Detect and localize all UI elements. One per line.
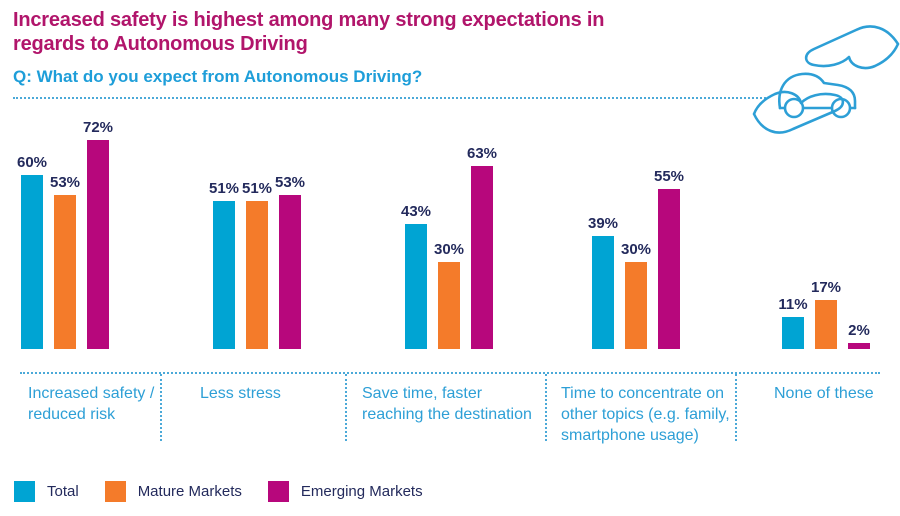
bar-with-label: 39% bbox=[588, 109, 618, 349]
bar-with-label: 30% bbox=[621, 109, 651, 349]
chart-column: 51% 51% 53% bbox=[160, 109, 345, 349]
bar-with-label: 30% bbox=[434, 109, 464, 349]
bar-value-label: 72% bbox=[82, 119, 114, 136]
bar-mature-markets bbox=[625, 262, 647, 349]
legend-label: Mature Markets bbox=[137, 483, 242, 500]
bar-value-label: 55% bbox=[653, 168, 685, 185]
bar-group: 51% 51% 53% bbox=[209, 109, 305, 349]
bar-value-label: 63% bbox=[466, 145, 498, 162]
category-label: Save time, faster reaching the destinati… bbox=[362, 385, 532, 423]
legend-item: Emerging Markets bbox=[267, 481, 423, 502]
chart-column: 43% 30% 63% bbox=[345, 109, 545, 349]
bar-emerging-markets bbox=[87, 140, 109, 349]
question-subtitle: Q: What do you expect from Autonomous Dr… bbox=[13, 67, 423, 86]
bar-total bbox=[21, 175, 43, 349]
bar-with-label: 53% bbox=[275, 109, 305, 349]
bar-emerging-markets bbox=[471, 166, 493, 349]
bar-with-label: 51% bbox=[209, 109, 239, 349]
category-cell: Less stress bbox=[160, 374, 345, 441]
legend-swatch bbox=[14, 481, 35, 502]
bar-with-label: 11% bbox=[778, 109, 808, 349]
category-label: Increased safety / reduced risk bbox=[28, 385, 155, 423]
category-label: None of these bbox=[774, 385, 874, 402]
legend-label: Emerging Markets bbox=[300, 483, 423, 500]
bar-total bbox=[592, 236, 614, 349]
bar-value-label: 2% bbox=[848, 322, 870, 339]
hands-protecting-car-icon bbox=[752, 25, 900, 134]
legend-swatch bbox=[267, 481, 289, 502]
page-title: Increased safety is highest among many s… bbox=[13, 9, 605, 55]
bar-value-label: 53% bbox=[274, 174, 306, 191]
bar-with-label: 17% bbox=[811, 109, 841, 349]
bar-value-label: 11% bbox=[778, 296, 808, 313]
category-cell: Save time, faster reaching the destinati… bbox=[345, 374, 545, 441]
header: Increased safety is highest among many s… bbox=[0, 0, 900, 134]
bar-value-label: 53% bbox=[49, 174, 81, 191]
bar-total bbox=[782, 317, 804, 349]
bar-with-label: 43% bbox=[401, 109, 431, 349]
bar-group: 60% 53% 72% bbox=[17, 109, 113, 349]
bar-value-label: 60% bbox=[16, 154, 48, 171]
category-label: Less stress bbox=[200, 385, 281, 402]
bar-with-label: 53% bbox=[50, 109, 80, 349]
chart-plot: 60% 53% 72% 51% 51% 53% 43% 30% 63% 39% 30% 55% 11% 1… bbox=[17, 109, 880, 349]
chart-column: 11% 17% 2% bbox=[735, 109, 880, 349]
header-divider bbox=[13, 97, 766, 99]
category-cell: Increased safety / reduced risk bbox=[20, 374, 160, 441]
legend: Total Mature Markets Emerging Markets bbox=[14, 481, 449, 502]
legend-item: Mature Markets bbox=[104, 481, 242, 502]
bar-with-label: 60% bbox=[17, 109, 47, 349]
category-cell: Time to concentrate on other topics (e.g… bbox=[545, 374, 735, 444]
bar-value-label: 30% bbox=[620, 241, 652, 258]
bar-with-label: 51% bbox=[242, 109, 272, 349]
category-label: Time to concentrate on other topics (e.g… bbox=[561, 385, 730, 444]
bar-emerging-markets bbox=[279, 195, 301, 349]
bar-with-label: 2% bbox=[848, 109, 870, 349]
bar-value-label: 43% bbox=[400, 203, 432, 220]
bar-mature-markets bbox=[246, 201, 268, 349]
bar-value-label: 39% bbox=[587, 215, 619, 232]
legend-item: Total bbox=[14, 481, 79, 502]
bar-group: 39% 30% 55% bbox=[588, 109, 684, 349]
bar-value-label: 51% bbox=[208, 180, 240, 197]
bar-mature-markets bbox=[815, 300, 837, 349]
bar-mature-markets bbox=[438, 262, 460, 349]
chart-column: 60% 53% 72% bbox=[17, 109, 160, 349]
bar-group: 11% 17% 2% bbox=[778, 109, 870, 349]
bar-emerging-markets bbox=[658, 189, 680, 349]
bar-total bbox=[405, 224, 427, 349]
bar-mature-markets bbox=[54, 195, 76, 349]
bar-value-label: 30% bbox=[433, 241, 465, 258]
bar-emerging-markets bbox=[848, 343, 870, 349]
bar-value-label: 51% bbox=[241, 180, 273, 197]
bar-value-label: 17% bbox=[810, 279, 842, 296]
legend-label: Total bbox=[47, 483, 79, 500]
bar-with-label: 63% bbox=[467, 109, 497, 349]
category-cell: None of these bbox=[735, 374, 880, 441]
bar-with-label: 72% bbox=[83, 109, 113, 349]
bar-with-label: 55% bbox=[654, 109, 684, 349]
chart-column: 39% 30% 55% bbox=[545, 109, 735, 349]
category-axis: Increased safety / reduced risk Less stre… bbox=[20, 372, 880, 444]
legend-swatch bbox=[104, 481, 126, 502]
bar-total bbox=[213, 201, 235, 349]
bar-group: 43% 30% 63% bbox=[401, 109, 497, 349]
